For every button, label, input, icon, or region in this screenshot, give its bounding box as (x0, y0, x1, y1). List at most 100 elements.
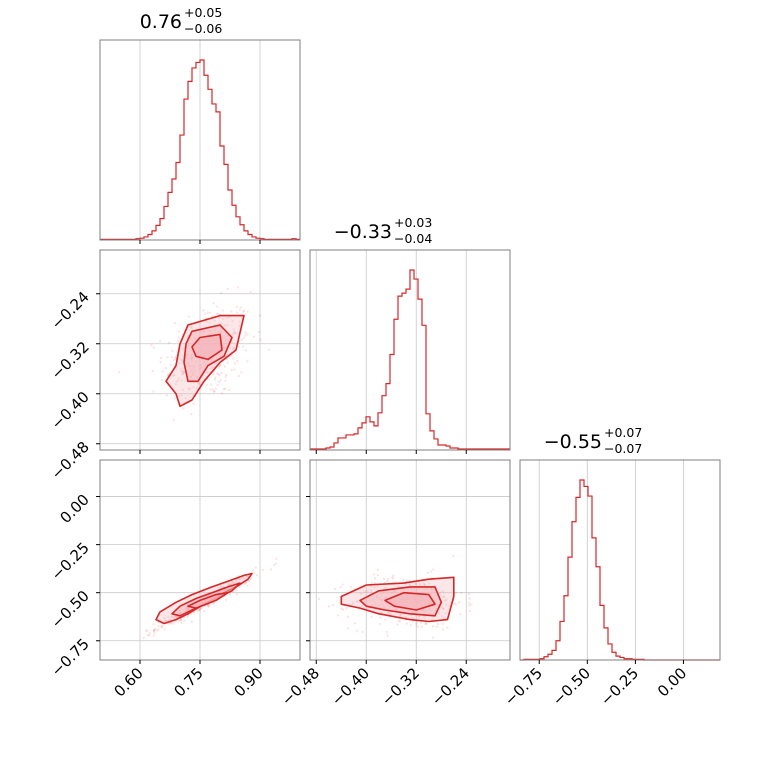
sample-point (181, 347, 184, 350)
sample-point (446, 626, 449, 629)
scatter-panel-1-2: −0.48 −0.40 −0.32 −0.24 (278, 459, 511, 709)
sample-point (218, 364, 222, 367)
sample-point (373, 586, 376, 589)
y-tick-label: −0.40 (48, 388, 93, 433)
sample-point (360, 604, 364, 607)
sample-point (160, 378, 163, 382)
sample-point (429, 570, 433, 573)
sample-point (424, 621, 428, 625)
sample-point (242, 336, 245, 339)
sample-point (444, 612, 448, 615)
sample-point (427, 582, 430, 585)
histogram-title: 0.76 +0.05−0.06 (140, 5, 223, 36)
sample-point (223, 324, 227, 327)
sample-point (235, 305, 239, 308)
sample-point (212, 373, 215, 376)
sample-point (229, 582, 232, 586)
sample-point (441, 590, 444, 593)
sample-point (151, 369, 154, 373)
sample-point (224, 598, 228, 601)
sample-point (205, 383, 208, 386)
density-contour (187, 591, 229, 609)
sample-point (211, 388, 214, 391)
sample-point (247, 579, 250, 583)
sample-point (415, 622, 418, 626)
sample-point (220, 322, 223, 325)
sample-point (145, 628, 148, 632)
sample-point (154, 627, 157, 631)
sample-point (186, 615, 190, 618)
sample-point (232, 346, 235, 350)
sample-point (215, 312, 219, 315)
sample-point (347, 615, 350, 618)
sample-point (152, 634, 156, 637)
title-median: 0.76 (140, 11, 182, 33)
sample-point (192, 403, 195, 406)
sample-point (382, 577, 386, 581)
sample-point (419, 621, 423, 624)
sample-point (244, 581, 247, 585)
sample-point (386, 634, 389, 637)
sample-point (246, 584, 249, 587)
histogram-title: −0.55 +0.07−0.07 (544, 425, 643, 456)
sample-point (340, 607, 343, 610)
sample-point (230, 310, 233, 313)
sample-point (219, 585, 223, 588)
sample-point (397, 619, 400, 623)
sample-point (240, 338, 244, 342)
sample-point (181, 388, 185, 392)
sample-point (351, 603, 354, 606)
sample-point (453, 602, 456, 606)
sample-point (172, 358, 176, 362)
sample-point (238, 308, 241, 311)
sample-point (174, 383, 177, 386)
y-tick-label: 0.00 (56, 491, 92, 527)
sample-point (148, 634, 151, 637)
sample-point (391, 575, 394, 579)
sample-point (468, 601, 471, 605)
sample-point (164, 366, 168, 370)
sample-point (232, 357, 235, 360)
sample-point (408, 583, 411, 586)
sample-point (445, 598, 448, 601)
sample-point (242, 577, 246, 580)
sample-point (442, 607, 445, 610)
x-tick-label: −0.25 (597, 664, 642, 709)
sample-point (235, 593, 238, 596)
sample-point (267, 348, 271, 351)
histogram-title: −0.33 +0.03−0.04 (334, 215, 433, 246)
sample-point (220, 371, 223, 375)
sample-point (470, 603, 473, 606)
sample-point (255, 574, 259, 577)
sample-point (179, 618, 183, 622)
sample-point (423, 583, 426, 586)
sample-point (221, 585, 225, 589)
sample-point (217, 312, 220, 315)
sample-point (226, 361, 229, 364)
sample-point (370, 581, 373, 585)
sample-point (244, 575, 247, 578)
sample-point (399, 620, 402, 623)
sample-point (408, 584, 412, 587)
sample-point (142, 636, 145, 640)
histogram-panel-1 (309, 249, 511, 454)
sample-point (164, 619, 167, 622)
sample-point (152, 346, 155, 349)
sample-point (180, 370, 184, 373)
sample-point (441, 607, 445, 611)
sample-point (224, 379, 227, 382)
sample-point (397, 585, 400, 588)
sample-point (363, 590, 366, 593)
sample-point (443, 599, 447, 602)
sample-point (269, 568, 273, 571)
sample-point (275, 557, 278, 560)
sample-point (146, 634, 150, 637)
sample-point (457, 601, 461, 604)
sample-point (372, 573, 375, 576)
x-tick-label: 0.90 (230, 664, 266, 700)
title-minus-error: −0.04 (394, 231, 432, 246)
sample-point (452, 554, 455, 558)
sample-point (176, 615, 179, 619)
sample-point (217, 380, 221, 384)
sample-point (153, 628, 156, 632)
